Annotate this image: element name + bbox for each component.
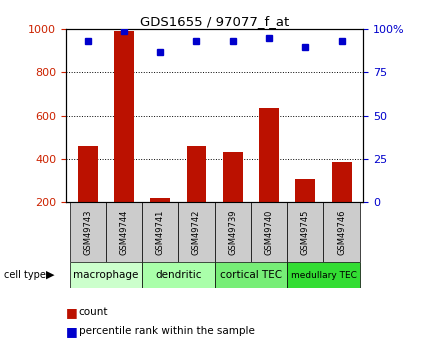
Bar bbox=[178, 202, 215, 262]
Text: cortical TEC: cortical TEC bbox=[220, 270, 282, 280]
Text: dendritic: dendritic bbox=[155, 270, 201, 280]
Bar bbox=[114, 31, 134, 202]
Text: cell type: cell type bbox=[4, 270, 46, 280]
Text: ■: ■ bbox=[66, 306, 78, 319]
Bar bbox=[106, 202, 142, 262]
Bar bbox=[215, 262, 287, 288]
Text: percentile rank within the sample: percentile rank within the sample bbox=[79, 326, 255, 336]
Text: ■: ■ bbox=[66, 325, 78, 338]
Text: ▶: ▶ bbox=[46, 270, 54, 280]
Text: medullary TEC: medullary TEC bbox=[291, 270, 357, 280]
Text: GSM49744: GSM49744 bbox=[119, 209, 128, 255]
Text: GSM49743: GSM49743 bbox=[83, 209, 92, 255]
Bar bbox=[70, 202, 106, 262]
Bar bbox=[295, 179, 315, 202]
Bar bbox=[251, 202, 287, 262]
Text: macrophage: macrophage bbox=[73, 270, 139, 280]
Bar bbox=[78, 146, 98, 202]
Bar bbox=[259, 108, 279, 202]
Bar bbox=[287, 262, 360, 288]
Text: GSM49741: GSM49741 bbox=[156, 209, 165, 255]
Bar bbox=[142, 202, 178, 262]
Bar bbox=[332, 162, 351, 202]
Bar bbox=[287, 202, 323, 262]
Text: GSM49739: GSM49739 bbox=[228, 209, 237, 255]
Bar bbox=[223, 152, 243, 202]
Text: count: count bbox=[79, 307, 108, 317]
Bar bbox=[150, 197, 170, 202]
Title: GDS1655 / 97077_f_at: GDS1655 / 97077_f_at bbox=[140, 15, 289, 28]
Text: GSM49740: GSM49740 bbox=[264, 209, 274, 255]
Bar bbox=[215, 202, 251, 262]
Bar bbox=[142, 262, 215, 288]
Bar bbox=[187, 146, 207, 202]
Text: GSM49742: GSM49742 bbox=[192, 209, 201, 255]
Bar bbox=[70, 262, 142, 288]
Text: GSM49746: GSM49746 bbox=[337, 209, 346, 255]
Bar bbox=[323, 202, 360, 262]
Text: GSM49745: GSM49745 bbox=[301, 209, 310, 255]
